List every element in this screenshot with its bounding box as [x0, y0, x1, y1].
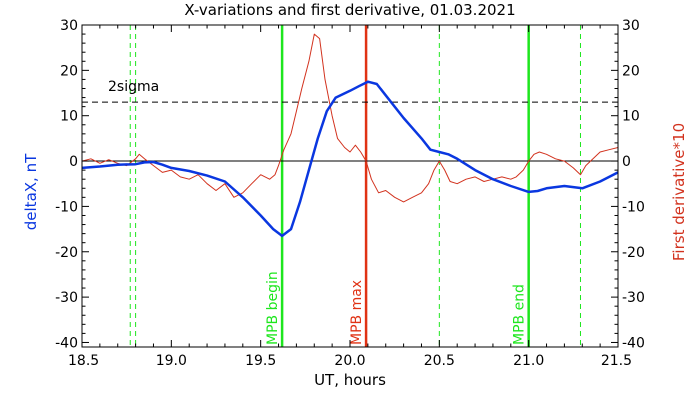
y-tick-label-right: -30	[622, 290, 645, 306]
threshold-label: 2sigma	[108, 79, 159, 95]
series-line-derivative	[81, 33, 619, 203]
y-tick-label-right: 20	[622, 63, 640, 79]
y-tick-label-right: 10	[622, 109, 640, 125]
y-tick-label-right: -20	[622, 245, 645, 261]
marker-label: MPB max	[349, 280, 365, 345]
series-lines	[81, 33, 619, 238]
y-tick-label-left: 10	[60, 109, 78, 125]
marker-lines: MPB begin MPB max MPB end	[129, 25, 581, 347]
marker-label: MPB begin	[265, 271, 281, 345]
x-tick-label: 19.0	[156, 353, 187, 369]
y-tick-label-right: -40	[622, 335, 645, 351]
y-tick-label-left: -20	[55, 245, 78, 261]
y-tick-label-left: 20	[60, 63, 78, 79]
x-tick-label: 21.5	[601, 353, 632, 369]
series-line-deltax	[81, 80, 619, 238]
x-tick-label: 21.0	[513, 353, 544, 369]
y-tick-label-right: 0	[622, 154, 631, 170]
y-tick-label-left: -40	[55, 335, 78, 351]
y-axis-title-right: First derivative*10	[670, 123, 688, 261]
y-tick-label-right: 30	[622, 18, 640, 34]
y-tick-label-left: -30	[55, 290, 78, 306]
y-axis-title-left: deltaX, nT	[22, 153, 40, 230]
x-tick-label: 20.0	[334, 353, 365, 369]
axis-ticks	[81, 24, 619, 347]
chart-title: X-variations and first derivative, 01.03…	[184, 1, 515, 19]
y-tick-label-left: 0	[69, 154, 78, 170]
x-axis-title: UT, hours	[314, 371, 386, 389]
marker-label: MPB end	[512, 284, 528, 345]
x-tick-label: 18.5	[68, 353, 99, 369]
y-tick-label-right: -10	[622, 199, 645, 215]
y-tick-label-left: 30	[60, 18, 78, 34]
tick-labels: 18.5 19.0 19.5 20.0 20.5 21.0 21.5 30 30 20 20 10 10…	[55, 18, 645, 369]
x-tick-label: 20.5	[424, 353, 455, 369]
y-tick-label-left: -10	[55, 199, 78, 215]
x-tick-label: 19.5	[245, 353, 276, 369]
